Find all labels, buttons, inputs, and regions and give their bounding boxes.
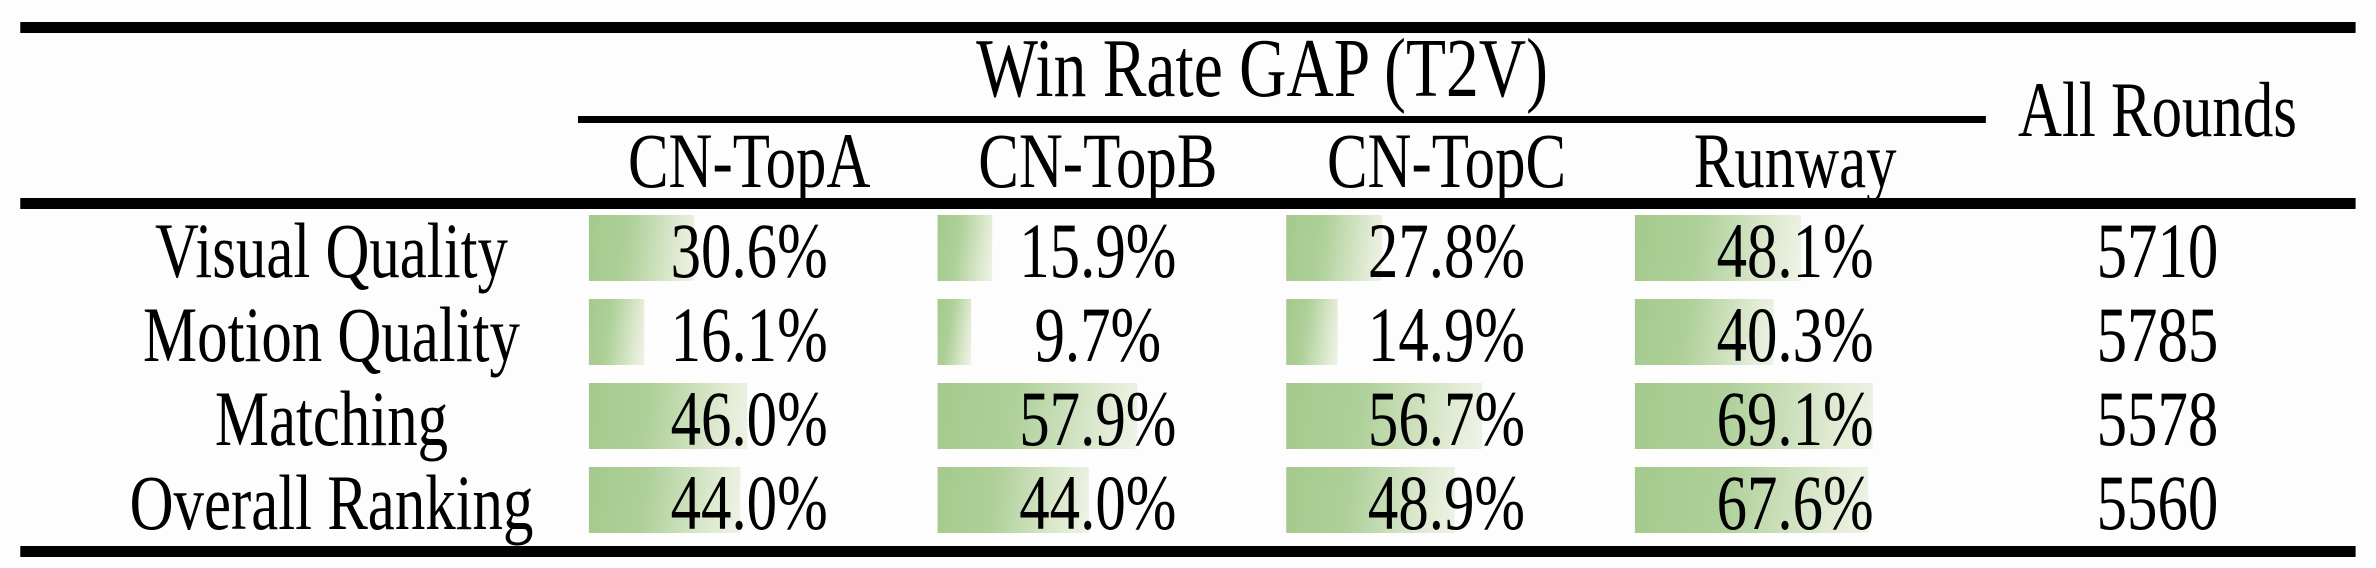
win-rate-cell: 14.9% xyxy=(1262,293,1611,377)
bottom-rule xyxy=(20,546,2356,557)
table-row-matching: Matching 46.0% 57.9% 56.7% 69.1% 5578 xyxy=(0,377,2376,461)
win-rate-cell: 46.0% xyxy=(565,377,914,461)
column-header-cn-topb: CN-TopB xyxy=(978,117,1218,204)
table-row-visual-quality: Visual Quality 30.6% 15.9% 27.8% 48.1% 5… xyxy=(0,209,2376,293)
win-rate-bar xyxy=(588,467,741,533)
column-header-runway: Runway xyxy=(1693,117,1897,204)
win-rate-value: 48.1% xyxy=(1716,207,1874,294)
win-rate-bar xyxy=(1634,467,1869,533)
win-rate-value: 30.6% xyxy=(670,207,828,294)
win-rate-cell: 69.1% xyxy=(1611,377,1960,461)
win-rate-cell: 57.9% xyxy=(913,377,1262,461)
win-rate-bar xyxy=(588,215,695,281)
win-rate-bar xyxy=(588,299,645,365)
win-rate-bar xyxy=(1634,215,1802,281)
win-rate-value: 14.9% xyxy=(1367,291,1526,378)
win-rate-value: 40.3% xyxy=(1716,291,1874,378)
win-rate-value: 48.9% xyxy=(1367,459,1526,546)
win-rate-cell: 44.0% xyxy=(565,461,914,545)
group-header-cmidrule xyxy=(577,116,1986,123)
win-rate-cell: 30.6% xyxy=(565,209,914,293)
win-rate-value: 27.8% xyxy=(1367,207,1526,294)
win-rate-bar xyxy=(1634,299,1774,365)
row-label: Visual Quality xyxy=(155,207,508,294)
all-rounds-value: 5578 xyxy=(2096,375,2219,462)
win-rate-bar xyxy=(1286,215,1383,281)
win-rate-value: 46.0% xyxy=(670,375,828,462)
table-row-overall-ranking: Overall Ranking 44.0% 44.0% 48.9% 67.6% … xyxy=(0,461,2376,545)
all-rounds-value: 5785 xyxy=(2096,291,2219,378)
column-header-all-rounds: All Rounds xyxy=(2018,66,2297,153)
win-rate-bar xyxy=(937,467,1089,533)
group-header-win-rate-gap: Win Rate GAP (T2V) xyxy=(976,22,1548,115)
win-rate-cell: 48.9% xyxy=(1262,461,1611,545)
column-header-cn-topa: CN-TopA xyxy=(627,117,871,204)
win-rate-cell: 44.0% xyxy=(913,461,1262,545)
row-label: Motion Quality xyxy=(143,291,520,378)
all-rounds-value: 5560 xyxy=(2096,459,2219,546)
win-rate-bar xyxy=(937,215,993,281)
win-rate-value: 15.9% xyxy=(1019,207,1177,294)
win-rate-value: 69.1% xyxy=(1716,375,1874,462)
win-rate-value: 44.0% xyxy=(670,459,828,546)
win-rate-value: 57.9% xyxy=(1019,375,1177,462)
win-rate-cell: 48.1% xyxy=(1611,209,1960,293)
table-row-motion-quality: Motion Quality 16.1% 9.7% 14.9% 40.3% 57… xyxy=(0,293,2376,377)
win-rate-bar xyxy=(937,299,972,365)
win-rate-cell: 56.7% xyxy=(1262,377,1611,461)
win-rate-value: 9.7% xyxy=(1034,291,1162,378)
win-rate-cell: 15.9% xyxy=(913,209,1262,293)
row-label: Matching xyxy=(214,375,449,462)
top-rule xyxy=(20,22,2356,33)
win-rate-value: 56.7% xyxy=(1367,375,1526,462)
win-rate-bar xyxy=(937,383,1138,449)
win-rate-cell: 9.7% xyxy=(913,293,1262,377)
row-label: Overall Ranking xyxy=(129,459,534,546)
win-rate-bar xyxy=(1286,299,1338,365)
win-rate-value: 67.6% xyxy=(1716,459,1874,546)
column-header-cn-topc: CN-TopC xyxy=(1326,117,1567,204)
win-rate-cell: 67.6% xyxy=(1611,461,1960,545)
all-rounds-value: 5710 xyxy=(2096,207,2219,294)
win-rate-cell: 40.3% xyxy=(1611,293,1960,377)
win-rate-cell: 27.8% xyxy=(1262,209,1611,293)
win-rate-bar xyxy=(1286,383,1482,449)
mid-rule xyxy=(20,198,2356,209)
win-rate-value: 16.1% xyxy=(670,291,828,378)
win-rate-bar xyxy=(1286,467,1455,533)
win-rate-value: 44.0% xyxy=(1019,459,1177,546)
win-rate-bar xyxy=(1634,383,1873,449)
win-rate-bar xyxy=(588,383,748,449)
win-rate-cell: 16.1% xyxy=(565,293,914,377)
